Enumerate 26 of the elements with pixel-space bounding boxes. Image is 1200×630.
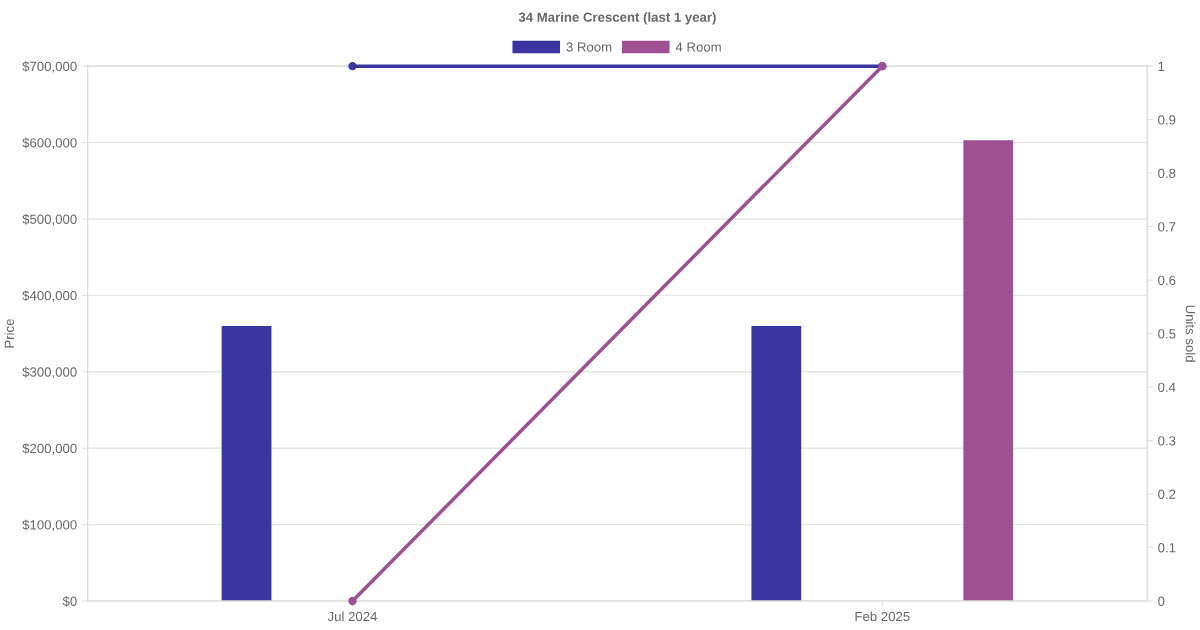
y2-tick-label: 0.3 [1158, 436, 1176, 446]
y-tick-label: $700,000 [22, 61, 77, 73]
x-tick-label: Jul 2024 [327, 611, 378, 622]
y-tick-label: $0 [62, 596, 77, 607]
y-tick-label: $400,000 [22, 290, 77, 302]
y2-tick-label: 0 [1158, 596, 1165, 606]
y-tick-label: $600,000 [22, 137, 77, 150]
y2-tick-label: 0.6 [1158, 275, 1176, 286]
chart-title: 34 Marine Crescent (last 1 year) [518, 12, 716, 25]
x-tick-label: Feb 2025 [855, 611, 910, 622]
y2-axis-title: Units sold [1185, 305, 1196, 362]
y2-tick-label: 1 [1158, 61, 1165, 71]
y2-tick-label: 0.2 [1158, 489, 1176, 499]
y2-tick-label: 0.1 [1158, 543, 1176, 553]
y2-tick-label: 0.7 [1158, 222, 1176, 232]
y-tick-label: $300,000 [22, 366, 77, 379]
y2-tick-label: 0.8 [1158, 168, 1176, 179]
y2-tick-label: 0.5 [1158, 329, 1176, 339]
y2-tick-label: 0.9 [1158, 115, 1176, 125]
y-tick-label: $200,000 [22, 443, 77, 455]
legend-label: 4 Room [675, 42, 721, 52]
y2-tick-label: 0.4 [1158, 382, 1176, 392]
y-tick-label: $500,000 [22, 213, 77, 226]
y-tick-label: $100,000 [22, 519, 77, 532]
legend-label: 3 Room [566, 42, 612, 52]
y-axis-title: Price [4, 319, 14, 348]
